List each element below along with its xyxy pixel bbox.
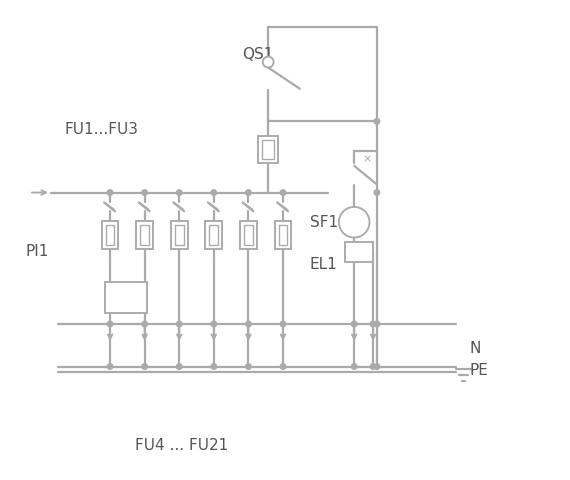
Text: N: N	[470, 341, 481, 356]
Circle shape	[177, 190, 182, 195]
Circle shape	[370, 364, 376, 369]
Circle shape	[142, 321, 148, 327]
Text: EL1: EL1	[310, 257, 337, 272]
Circle shape	[211, 190, 217, 195]
Circle shape	[246, 364, 251, 369]
Circle shape	[280, 190, 286, 195]
Text: FU4 ... FU21: FU4 ... FU21	[135, 438, 228, 453]
Bar	[175, 225, 184, 245]
Bar	[244, 225, 253, 245]
Bar	[105, 281, 146, 313]
Circle shape	[177, 364, 182, 369]
Circle shape	[107, 364, 113, 369]
Circle shape	[246, 321, 251, 327]
Circle shape	[142, 190, 148, 195]
Bar	[101, 221, 119, 249]
Circle shape	[374, 190, 380, 195]
Circle shape	[142, 364, 148, 369]
Circle shape	[374, 321, 380, 327]
Circle shape	[352, 321, 357, 327]
Bar	[258, 136, 278, 163]
Text: PI1: PI1	[25, 244, 48, 259]
Text: FU1...FU3: FU1...FU3	[64, 122, 139, 137]
Circle shape	[339, 207, 369, 238]
Circle shape	[370, 321, 376, 327]
Bar	[262, 140, 274, 159]
Bar	[171, 221, 188, 249]
Bar	[275, 221, 291, 249]
Circle shape	[177, 321, 182, 327]
Bar	[279, 225, 287, 245]
Circle shape	[352, 364, 357, 369]
Bar	[140, 225, 149, 245]
Circle shape	[246, 190, 251, 195]
Circle shape	[107, 190, 113, 195]
Text: PE: PE	[470, 363, 488, 378]
Bar	[209, 225, 218, 245]
Bar	[345, 242, 373, 262]
Circle shape	[211, 321, 217, 327]
Text: QS1: QS1	[242, 47, 274, 61]
Circle shape	[211, 364, 217, 369]
Circle shape	[374, 119, 380, 124]
Text: SF1: SF1	[310, 215, 338, 230]
Circle shape	[107, 321, 113, 327]
Circle shape	[374, 364, 380, 369]
Bar	[205, 221, 222, 249]
Bar	[240, 221, 257, 249]
Circle shape	[280, 321, 286, 327]
Circle shape	[263, 57, 274, 68]
Bar	[105, 225, 115, 245]
Text: Wh: Wh	[116, 291, 136, 304]
Bar	[136, 221, 153, 249]
Text: ×: ×	[363, 154, 372, 164]
Circle shape	[280, 364, 286, 369]
